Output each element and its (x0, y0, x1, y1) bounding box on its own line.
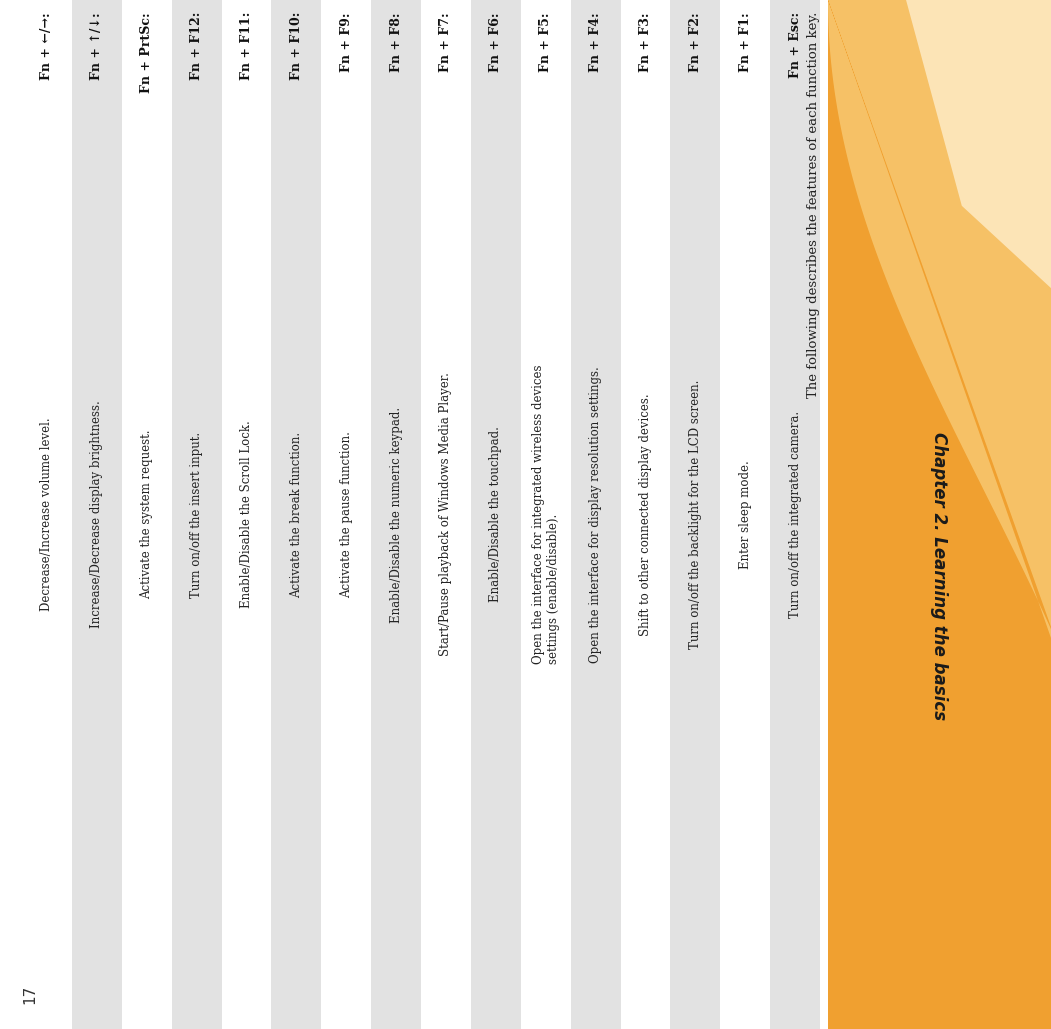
Text: Turn on/off the backlight for the LCD screen.: Turn on/off the backlight for the LCD sc… (688, 380, 702, 649)
Text: Fn + F3:: Fn + F3: (639, 12, 652, 71)
Bar (620, 0, 671, 1029)
Text: Activate the pause function.: Activate the pause function. (339, 431, 353, 598)
Text: Fn + F4:: Fn + F4: (589, 12, 602, 72)
Text: Enter sleep mode.: Enter sleep mode. (739, 460, 751, 569)
Bar (171, 0, 222, 1029)
Text: Decrease/Increase volume level.: Decrease/Increase volume level. (40, 418, 54, 611)
Text: Turn on/off the integrated camera.: Turn on/off the integrated camera. (788, 411, 802, 618)
Text: The following describes the features of each function key.: The following describes the features of … (807, 12, 820, 398)
Bar (22, 0, 71, 1029)
Text: Fn + F11:: Fn + F11: (240, 12, 253, 80)
Text: Activate the system request.: Activate the system request. (140, 430, 153, 599)
Bar (322, 0, 371, 1029)
Bar (421, 0, 471, 1029)
Bar (222, 0, 271, 1029)
Bar (271, 0, 322, 1029)
Text: Fn + F1:: Fn + F1: (739, 12, 751, 72)
Text: Turn on/off the insert input.: Turn on/off the insert input. (190, 431, 203, 598)
Text: Increase/Decrease display brightness.: Increase/Decrease display brightness. (90, 400, 103, 629)
Text: Fn + F2:: Fn + F2: (688, 12, 702, 72)
Text: Fn + F10:: Fn + F10: (290, 12, 303, 80)
Text: Open the interface for integrated wireless devices
settings (enable/disable).: Open the interface for integrated wirele… (532, 364, 560, 665)
Text: Shift to other connected display devices.: Shift to other connected display devices… (639, 393, 652, 636)
Text: Fn + F7:: Fn + F7: (439, 12, 452, 72)
Text: Fn + Esc:: Fn + Esc: (788, 12, 802, 78)
Bar (770, 0, 820, 1029)
Text: 17: 17 (22, 985, 38, 1004)
Bar (71, 0, 122, 1029)
Bar (828, 0, 1051, 1029)
Bar (720, 0, 770, 1029)
Text: Enable/Disable the Scroll Lock.: Enable/Disable the Scroll Lock. (240, 421, 253, 608)
Bar (571, 0, 620, 1029)
Text: Fn + F12:: Fn + F12: (190, 12, 203, 80)
Text: Fn + F9:: Fn + F9: (339, 12, 353, 71)
Text: Fn + F5:: Fn + F5: (539, 12, 552, 71)
Polygon shape (828, 0, 1051, 638)
Text: Fn + ↑/↓:: Fn + ↑/↓: (90, 12, 103, 79)
Text: Fn + F6:: Fn + F6: (490, 12, 502, 71)
Text: Fn + ←/→:: Fn + ←/→: (40, 12, 54, 79)
Text: Start/Pause playback of Windows Media Player.: Start/Pause playback of Windows Media Pl… (439, 372, 452, 657)
Text: Fn + PrtSc:: Fn + PrtSc: (140, 12, 153, 93)
Bar (371, 0, 421, 1029)
Bar (520, 0, 571, 1029)
Text: Activate the break function.: Activate the break function. (290, 431, 303, 598)
Bar (471, 0, 520, 1029)
Text: Fn + F8:: Fn + F8: (390, 12, 403, 71)
Text: Enable/Disable the numeric keypad.: Enable/Disable the numeric keypad. (390, 406, 403, 623)
Text: Enable/Disable the touchpad.: Enable/Disable the touchpad. (490, 427, 502, 602)
Bar (122, 0, 171, 1029)
Bar (671, 0, 720, 1029)
Polygon shape (906, 0, 1051, 288)
Text: Open the interface for display resolution settings.: Open the interface for display resolutio… (589, 366, 602, 663)
Text: Chapter 2. Learning the basics: Chapter 2. Learning the basics (930, 432, 948, 720)
